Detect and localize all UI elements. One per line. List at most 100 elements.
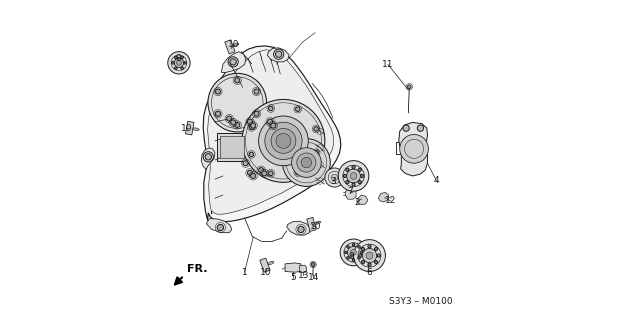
Circle shape (271, 123, 276, 128)
Circle shape (175, 56, 177, 59)
Circle shape (343, 174, 347, 178)
Circle shape (368, 263, 371, 267)
Ellipse shape (193, 128, 199, 131)
Text: 2: 2 (354, 197, 359, 206)
Circle shape (366, 252, 373, 259)
Circle shape (314, 127, 318, 131)
Circle shape (403, 125, 410, 131)
Text: 11: 11 (382, 60, 394, 69)
Circle shape (314, 150, 318, 155)
Text: 3: 3 (330, 177, 336, 186)
Circle shape (181, 67, 183, 69)
Polygon shape (287, 221, 310, 235)
Circle shape (361, 260, 364, 264)
Circle shape (348, 246, 359, 259)
Circle shape (400, 134, 429, 163)
Text: 5: 5 (290, 273, 296, 282)
Circle shape (296, 107, 300, 111)
Circle shape (352, 166, 355, 169)
Polygon shape (285, 263, 301, 272)
Text: 6: 6 (366, 268, 372, 277)
Circle shape (346, 180, 349, 184)
Polygon shape (225, 40, 235, 54)
Polygon shape (299, 265, 306, 273)
Circle shape (331, 174, 338, 181)
Circle shape (265, 122, 302, 160)
Ellipse shape (233, 43, 239, 46)
Circle shape (352, 183, 355, 186)
Circle shape (377, 254, 380, 257)
Circle shape (362, 248, 376, 263)
Circle shape (297, 153, 316, 172)
Circle shape (352, 259, 355, 261)
Circle shape (227, 116, 232, 121)
Text: 7: 7 (347, 188, 353, 196)
Circle shape (269, 171, 273, 175)
Ellipse shape (315, 221, 321, 224)
Circle shape (215, 111, 220, 116)
Polygon shape (345, 188, 356, 199)
Circle shape (176, 60, 182, 65)
Circle shape (360, 251, 362, 254)
Circle shape (346, 168, 349, 171)
Circle shape (271, 128, 296, 153)
Circle shape (276, 133, 291, 148)
Polygon shape (221, 52, 246, 72)
Text: 8: 8 (175, 53, 181, 62)
Circle shape (350, 172, 357, 179)
Circle shape (259, 168, 264, 173)
Circle shape (269, 106, 273, 111)
Text: 10: 10 (181, 124, 192, 133)
Circle shape (417, 125, 424, 131)
Circle shape (345, 251, 347, 254)
Circle shape (249, 125, 254, 130)
Polygon shape (201, 148, 215, 170)
Circle shape (250, 173, 255, 179)
Text: 10: 10 (260, 268, 271, 277)
Circle shape (254, 111, 259, 116)
Circle shape (301, 157, 311, 168)
Text: 1: 1 (241, 268, 247, 277)
Circle shape (359, 254, 362, 257)
Polygon shape (307, 217, 316, 231)
Text: 9: 9 (348, 252, 354, 261)
Polygon shape (260, 258, 270, 272)
Circle shape (259, 116, 308, 166)
Circle shape (340, 239, 367, 266)
Text: 10: 10 (310, 222, 321, 231)
Circle shape (234, 122, 240, 127)
Circle shape (325, 168, 344, 187)
Circle shape (249, 152, 254, 156)
Circle shape (242, 100, 325, 182)
Circle shape (358, 257, 361, 259)
Circle shape (352, 244, 355, 246)
Circle shape (311, 263, 315, 267)
Circle shape (368, 245, 371, 248)
Text: 12: 12 (385, 196, 396, 205)
Circle shape (175, 58, 183, 68)
Ellipse shape (268, 261, 274, 265)
Text: FR.: FR. (187, 264, 207, 274)
Circle shape (230, 59, 236, 65)
Circle shape (208, 73, 266, 132)
Circle shape (184, 61, 187, 64)
Circle shape (217, 224, 224, 231)
Circle shape (358, 246, 361, 248)
Circle shape (296, 170, 300, 175)
Circle shape (250, 123, 255, 128)
Text: 14: 14 (308, 273, 319, 282)
Circle shape (347, 169, 361, 183)
Circle shape (358, 168, 361, 171)
Circle shape (171, 61, 174, 64)
Circle shape (338, 161, 369, 191)
Polygon shape (208, 50, 334, 214)
Polygon shape (357, 195, 368, 204)
Circle shape (234, 78, 240, 83)
Circle shape (292, 148, 321, 177)
Polygon shape (185, 121, 194, 135)
Polygon shape (203, 46, 341, 222)
Circle shape (231, 120, 236, 125)
Polygon shape (268, 48, 289, 62)
Text: 10: 10 (228, 40, 240, 49)
Circle shape (361, 247, 364, 251)
